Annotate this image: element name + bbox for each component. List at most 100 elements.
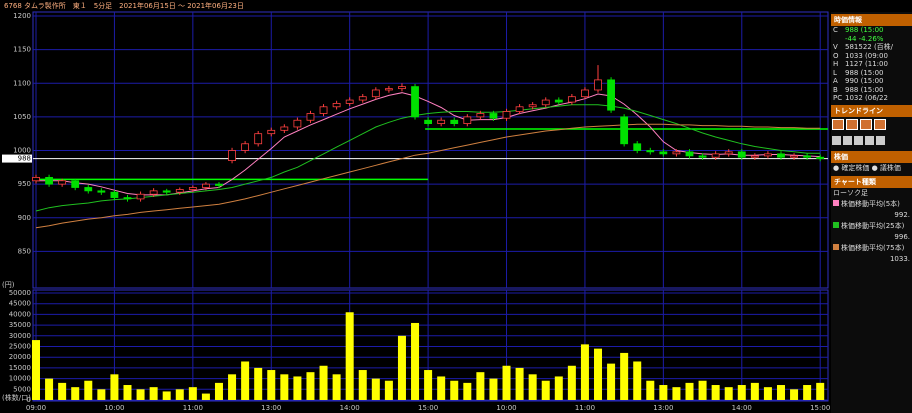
legend-entry: 株価移動平均(5本)	[831, 199, 912, 210]
y-tick-label: 20000	[9, 353, 31, 361]
volume-bar	[397, 335, 406, 400]
y-tick-label: 45000	[9, 300, 31, 308]
candle-body	[515, 106, 524, 112]
volume-bar	[201, 393, 210, 400]
tool-button[interactable]	[832, 118, 844, 130]
tool-button[interactable]	[860, 118, 872, 130]
axis-unit: (株数/口)	[2, 393, 31, 402]
side-panel: 時価情報 C 988 (15:00 -44 -4.26% V 581522 (百株/O 1…	[831, 12, 912, 413]
info-value: 1033 (09:00	[845, 51, 888, 60]
candle-body	[764, 153, 772, 157]
tool-button[interactable]	[865, 135, 874, 145]
volume-bar	[384, 380, 393, 400]
tool-button[interactable]	[843, 135, 852, 145]
x-tick-label: 13:00	[261, 404, 281, 412]
volume-bar	[633, 361, 642, 400]
volume-bar	[672, 387, 681, 400]
legend-name: 株価移動平均(25本)	[841, 221, 905, 230]
info-key: A	[833, 77, 838, 85]
info-value: 581522 (百株/	[845, 43, 894, 51]
candle-body	[737, 151, 746, 158]
candle-body	[685, 151, 694, 157]
tool-button[interactable]	[854, 135, 863, 145]
candle-body	[476, 113, 485, 118]
candle-body	[202, 183, 210, 188]
volume-bar	[45, 378, 54, 400]
chart-type[interactable]: ローソク足	[833, 188, 868, 197]
info-row: H 1127 (11:00	[831, 60, 912, 69]
candle-body	[188, 187, 197, 190]
candle-body	[97, 190, 106, 193]
volume-bar	[803, 385, 812, 400]
y-tick-label: 50000	[9, 289, 31, 297]
candle-body	[698, 155, 707, 158]
volume-bar	[175, 389, 184, 400]
y-tick-label: 950	[18, 180, 31, 188]
x-tick-label: 10:00	[496, 404, 516, 412]
volume-bar	[528, 374, 537, 400]
plot-frame	[32, 289, 829, 402]
info-key	[833, 35, 845, 44]
y-tick-label: 15000	[9, 364, 31, 372]
info-table: C 988 (15:00 -44 -4.26% V 581522 (百株/O 1033 (…	[831, 26, 912, 103]
candle-body	[450, 119, 459, 125]
legend-value: 996.	[894, 232, 910, 241]
legend: 株価移動平均(5本) 992. 株価移動平均(25本) 996. 株価移動平均(75本)…	[831, 199, 912, 265]
candle-body	[293, 119, 302, 128]
info-value: -44 -4.26%	[845, 34, 884, 43]
volume-bar	[567, 365, 576, 400]
candle-body	[136, 193, 145, 200]
info-value: 988 (15:00	[845, 68, 884, 77]
option[interactable]: 確定株価	[841, 163, 870, 172]
y-tick-label: 0	[27, 396, 31, 404]
candle-body	[541, 99, 550, 106]
candle-body	[371, 89, 380, 98]
tool-button[interactable]	[874, 118, 886, 130]
candle-body	[750, 155, 759, 158]
x-tick-label: 11:00	[575, 404, 595, 412]
volume-bar	[149, 387, 158, 400]
volume-bar	[71, 387, 80, 400]
volume-bar	[358, 370, 367, 400]
info-row: O 1033 (09:00	[831, 52, 912, 61]
y-tick-label: 1000	[13, 147, 31, 155]
candle-body	[437, 119, 446, 125]
panel-heading: 時価情報	[831, 14, 912, 26]
toolbar	[831, 117, 912, 134]
x-tick-label: 15:00	[418, 404, 438, 412]
option[interactable]: 議株価	[879, 163, 901, 172]
volume-bar	[411, 322, 420, 400]
candle-body	[633, 143, 642, 151]
x-tick-label: 10:00	[104, 404, 124, 412]
volume-bar	[267, 370, 276, 400]
volume-bar	[254, 367, 263, 400]
volume-bar	[319, 365, 328, 400]
tool-button[interactable]	[876, 135, 885, 145]
candle-body	[724, 151, 733, 155]
volume-bar	[646, 380, 655, 400]
candle-body	[528, 104, 537, 108]
y-tick-label: 1150	[13, 46, 31, 54]
volume-bar	[541, 380, 550, 400]
toolbar	[831, 134, 912, 149]
candle-body	[215, 183, 223, 186]
info-row: V 581522 (百株/	[831, 43, 912, 52]
volume-bar	[84, 380, 93, 400]
volume-bar	[737, 385, 746, 400]
tool-button[interactable]	[846, 118, 858, 130]
panel-heading[interactable]: トレンドライン	[831, 104, 912, 117]
candle-body	[463, 116, 472, 124]
volume-bar	[763, 387, 772, 400]
volume-bar	[123, 385, 132, 400]
volume-bar	[790, 389, 799, 400]
candle-body	[110, 191, 119, 198]
candle-body	[254, 133, 263, 145]
tool-button[interactable]	[832, 135, 841, 145]
candle-body	[398, 86, 406, 90]
panel-heading: チャート種類	[831, 175, 912, 188]
candle-body	[162, 190, 171, 193]
legend-swatch	[833, 199, 839, 206]
candle-body	[345, 99, 354, 104]
x-tick-label: 14:00	[340, 404, 360, 412]
